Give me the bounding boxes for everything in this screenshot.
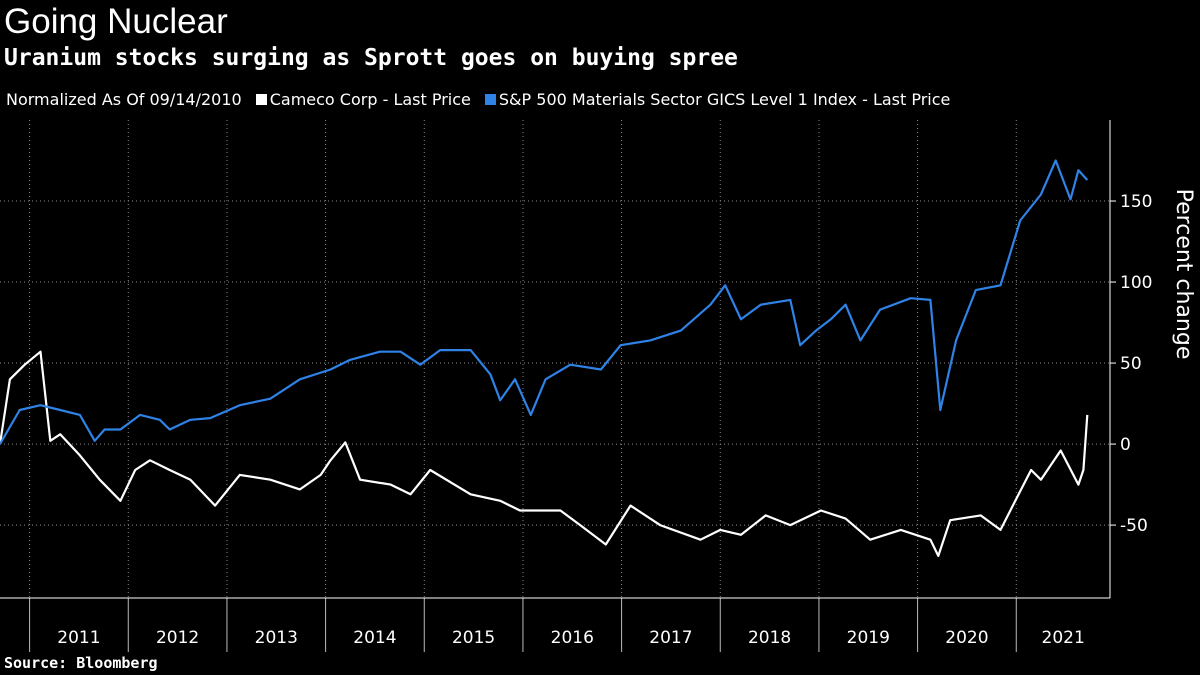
legend-label: S&P 500 Materials Sector GICS Level 1 In… — [498, 90, 951, 109]
x-tick-label: 2013 — [255, 628, 298, 648]
legend-label: Cameco Corp - Last Price — [269, 90, 471, 109]
x-tick-label: 2012 — [156, 628, 199, 648]
y-tick-label: 100 — [1120, 273, 1152, 293]
legend-item: Cameco Corp - Last Price — [255, 90, 471, 109]
x-tick-label: 2021 — [1042, 628, 1085, 648]
source: Source: Bloomberg — [4, 654, 158, 672]
series-line — [0, 350, 1089, 557]
y-tick-label: 0 — [1120, 435, 1131, 455]
chart-title: Going Nuclear — [4, 2, 228, 41]
legend: Normalized As Of 09/14/2010 Cameco Corp … — [6, 90, 950, 109]
series-line — [0, 159, 1089, 445]
x-tick-label: 2017 — [649, 628, 692, 648]
x-tick-label: 2011 — [57, 628, 100, 648]
x-tick-label: 2019 — [847, 628, 890, 648]
x-tick-label: 2020 — [945, 628, 988, 648]
y-tick-label: 50 — [1120, 354, 1142, 374]
y-tick-label: -50 — [1120, 516, 1148, 536]
legend-swatch — [255, 94, 267, 105]
chart-subtitle: Uranium stocks surging as Sprott goes on… — [4, 45, 738, 71]
legend-swatch — [484, 94, 496, 105]
legend-note: Normalized As Of 09/14/2010 — [6, 90, 242, 109]
legend-item: S&P 500 Materials Sector GICS Level 1 In… — [484, 90, 951, 109]
x-tick-label: 2018 — [748, 628, 791, 648]
y-axis-label: Percent change — [1171, 189, 1196, 360]
x-tick-label: 2015 — [452, 628, 495, 648]
x-tick-label: 2014 — [353, 628, 396, 648]
x-tick-label: 2016 — [551, 628, 594, 648]
y-tick-label: 150 — [1120, 192, 1152, 212]
